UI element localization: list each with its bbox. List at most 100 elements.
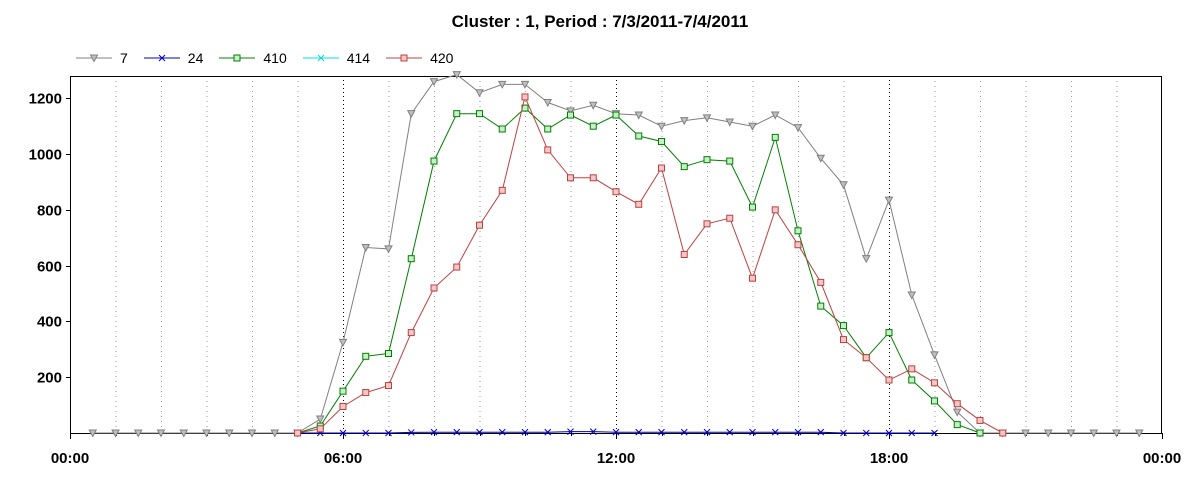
data-point	[544, 125, 552, 133]
data-point	[1043, 429, 1053, 438]
data-point	[567, 428, 574, 435]
data-point	[475, 89, 484, 98]
legend-label: 24	[187, 50, 204, 66]
data-point	[931, 397, 938, 405]
data-point	[338, 338, 348, 347]
data-point	[361, 244, 371, 253]
data-point	[703, 156, 711, 164]
legend-marker	[317, 54, 325, 62]
data-point	[179, 429, 189, 438]
data-point	[498, 428, 506, 436]
data-point	[976, 416, 984, 424]
data-point	[680, 251, 688, 258]
data-point	[476, 221, 483, 229]
legend-marker	[89, 54, 99, 63]
data-point	[498, 125, 506, 133]
data-point	[612, 188, 620, 196]
data-point	[133, 429, 143, 438]
data-point	[1066, 429, 1076, 438]
legend-marker	[400, 54, 408, 62]
data-point	[839, 181, 848, 190]
data-point	[407, 255, 415, 263]
data-point	[497, 80, 507, 89]
data-point	[88, 429, 98, 438]
data-point	[657, 122, 666, 131]
legend-item: 420	[386, 50, 453, 66]
data-point	[817, 302, 825, 310]
data-point	[930, 351, 939, 360]
data-point	[453, 110, 461, 118]
data-point	[726, 157, 734, 165]
legend-item: 7	[76, 50, 128, 66]
legend-marker	[233, 54, 241, 62]
data-point	[612, 428, 620, 436]
x-tick-label: 00:00	[1143, 450, 1181, 467]
data-point	[111, 429, 120, 438]
legend-label: 410	[263, 50, 287, 66]
data-point	[885, 429, 893, 437]
data-point	[679, 117, 689, 126]
data-point	[567, 111, 574, 119]
data-point	[339, 403, 347, 411]
data-point	[885, 376, 893, 384]
legend-swatch	[219, 54, 256, 62]
data-point	[385, 382, 392, 390]
legend-swatch	[76, 54, 112, 63]
data-point	[658, 164, 665, 172]
x-tick-label: 00:00	[51, 450, 89, 467]
data-point	[840, 322, 847, 330]
series-420	[294, 93, 1007, 437]
data-point	[635, 132, 643, 140]
data-point	[680, 428, 688, 436]
data-point	[362, 389, 370, 397]
data-point	[521, 93, 529, 101]
series-24	[294, 428, 938, 437]
data-point	[589, 122, 597, 130]
data-point	[703, 428, 711, 436]
data-point	[703, 220, 711, 228]
data-point	[794, 227, 802, 235]
data-point	[931, 379, 938, 387]
data-point	[816, 154, 826, 163]
data-point	[771, 206, 779, 214]
data-point	[635, 200, 643, 208]
x-tick-label: 12:00	[597, 450, 635, 467]
data-point	[407, 429, 415, 436]
data-point	[862, 429, 870, 437]
data-point	[749, 428, 756, 436]
data-point	[770, 111, 780, 120]
data-point	[1112, 429, 1121, 438]
data-point	[566, 107, 575, 116]
data-point	[953, 400, 961, 408]
data-point	[612, 111, 620, 119]
data-point	[247, 429, 257, 438]
data-point	[1089, 429, 1099, 438]
data-point	[702, 114, 712, 123]
data-point	[430, 284, 438, 292]
x-tick-label: 06:00	[324, 450, 362, 467]
y-tick-label: 600	[37, 259, 62, 276]
data-point	[999, 429, 1007, 437]
data-point	[725, 118, 735, 127]
x-tick-label: 18:00	[870, 450, 908, 467]
data-point	[430, 157, 438, 165]
data-point	[658, 428, 665, 436]
data-point	[817, 278, 825, 286]
data-point	[861, 255, 871, 264]
data-point	[315, 415, 325, 424]
data-point	[794, 241, 802, 249]
data-point	[726, 214, 734, 222]
y-tick-label: 400	[37, 314, 62, 331]
data-point	[884, 196, 894, 205]
data-point	[748, 122, 757, 131]
data-point	[567, 174, 574, 182]
legend: 7 24 410 414 420	[76, 49, 469, 67]
legend-swatch	[386, 54, 423, 62]
legend-marker	[158, 54, 166, 62]
data-point	[931, 429, 938, 437]
data-point	[453, 263, 461, 271]
y-tick-label: 200	[37, 370, 62, 387]
y-tick-label: 1000	[29, 147, 62, 164]
data-point	[429, 78, 439, 87]
data-point	[749, 203, 756, 211]
